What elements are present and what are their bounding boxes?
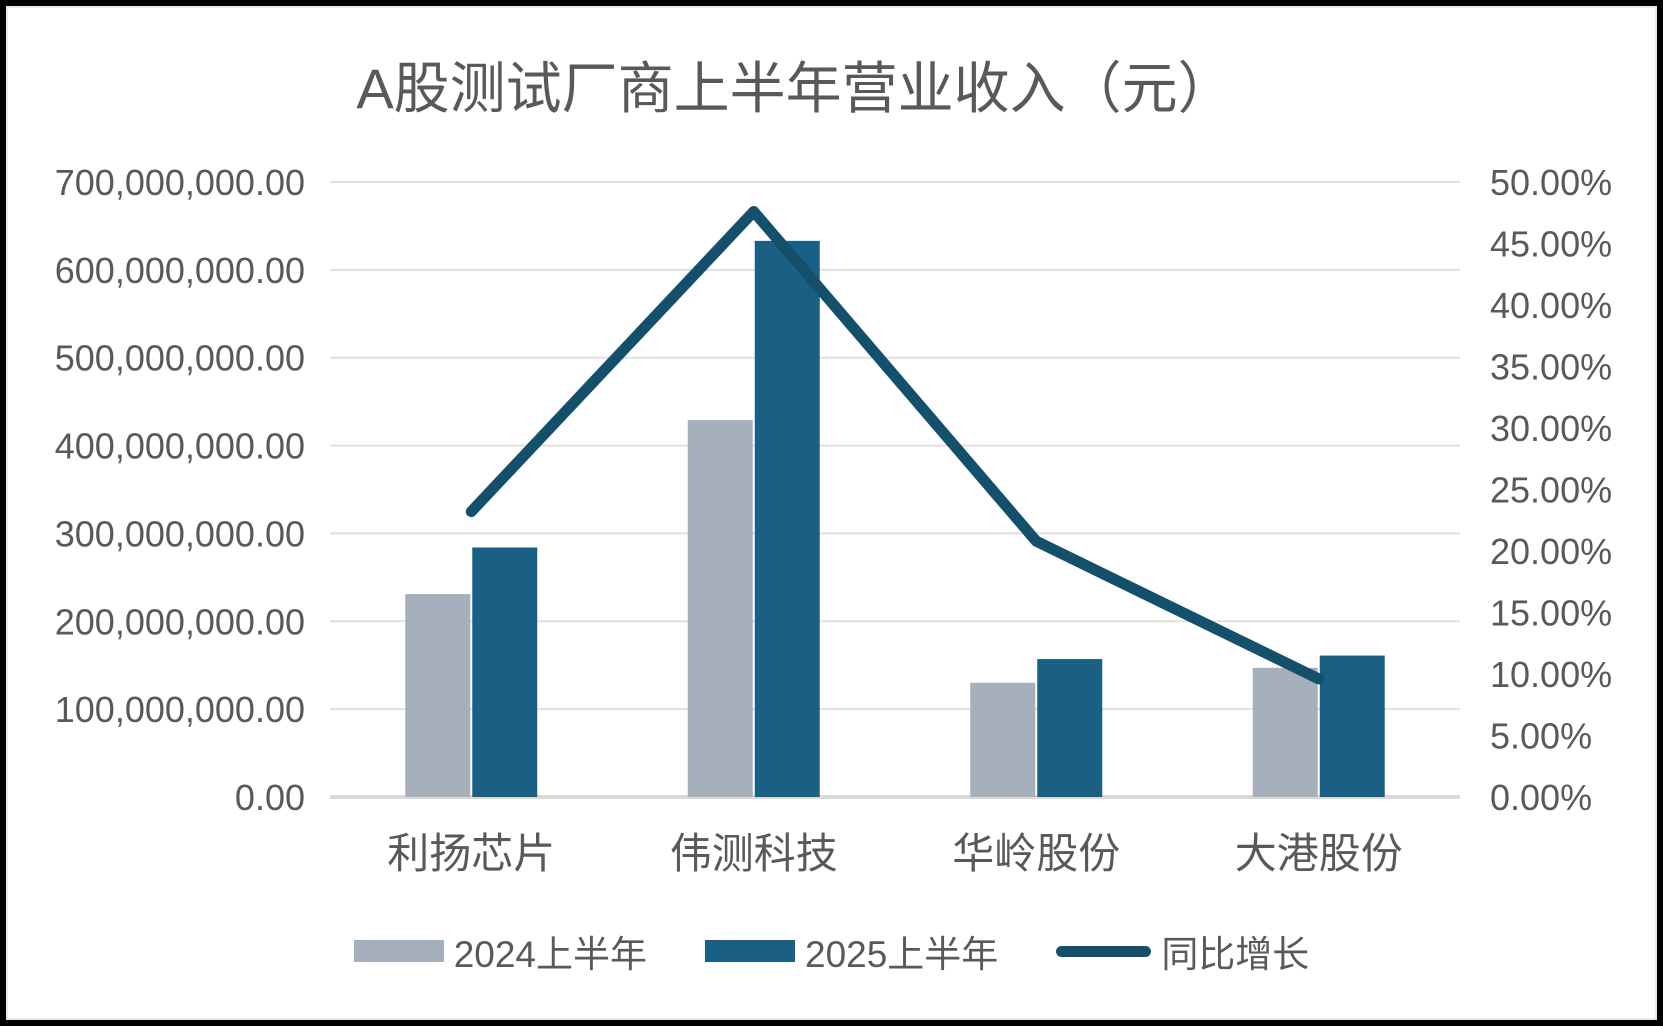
left-axis-tick-label: 700,000,000.00 (55, 162, 305, 203)
combo-chart-plot: 0.00 100,000,000.00 200,000,000.00 300,000,… (55, 162, 1612, 877)
legend-item-2024: 2024上半年 (353, 924, 647, 978)
category-label-1: 利扬芯片 (387, 830, 555, 877)
right-axis-tick-label: 40.00% (1490, 285, 1612, 326)
right-axis-tick-label: 0.00% (1490, 777, 1592, 818)
right-axis-tick-label: 30.00% (1490, 408, 1612, 449)
legend-label-2025: 2025上半年 (805, 934, 999, 975)
bar-2024-4 (1252, 667, 1318, 797)
legend-swatch-2024-bar (353, 940, 444, 962)
bar-2025-3 (1037, 659, 1103, 797)
legend-swatch-2025-bar (705, 940, 795, 962)
category-label-4: 大港股份 (1235, 830, 1403, 877)
bar-2024-3 (970, 682, 1036, 797)
left-axis-tick-label: 200,000,000.00 (55, 601, 305, 642)
category-label-3: 华岭股份 (952, 830, 1120, 877)
category-label-2: 伟测科技 (670, 830, 838, 877)
right-axis-tick-label: 25.00% (1490, 470, 1612, 511)
legend-swatch-growth-line (1056, 945, 1152, 957)
right-axis-tick-label: 20.00% (1490, 531, 1612, 572)
right-axis-tick-label: 50.00% (1490, 162, 1612, 203)
chart-legend: 2024上半年 2025上半年 同比增长 (6, 928, 1657, 975)
right-axis-tick-label: 35.00% (1490, 347, 1612, 388)
bar-2025-4 (1319, 655, 1385, 797)
right-axis-tick-label: 45.00% (1490, 224, 1612, 265)
bar-2025-2 (754, 240, 820, 798)
bar-2025-1 (472, 547, 538, 797)
right-axis-tick-label: 10.00% (1490, 654, 1612, 695)
bar-2024-2 (687, 420, 753, 797)
right-axis-tick-label: 5.00% (1490, 716, 1592, 757)
legend-label-2024: 2024上半年 (453, 934, 647, 975)
legend-item-growth: 同比增长 (1056, 924, 1309, 978)
left-axis-tick-label: 300,000,000.00 (55, 513, 305, 554)
growth-line (465, 206, 1325, 685)
bar-2024-1 (405, 594, 471, 797)
legend-label-growth: 同比增长 (1161, 934, 1310, 975)
left-axis-tick-label: 400,000,000.00 (55, 426, 305, 467)
right-axis-tick-label: 15.00% (1490, 593, 1612, 634)
left-axis-tick-label: 500,000,000.00 (55, 338, 305, 379)
left-axis-tick-label: 600,000,000.00 (55, 250, 305, 291)
chart-title: A股测试厂商上半年营业收入（元） (356, 57, 1234, 120)
left-axis-tick-label: 0.00 (235, 777, 305, 818)
left-axis-tick-label: 100,000,000.00 (55, 689, 305, 730)
legend-item-2025: 2025上半年 (705, 924, 998, 978)
